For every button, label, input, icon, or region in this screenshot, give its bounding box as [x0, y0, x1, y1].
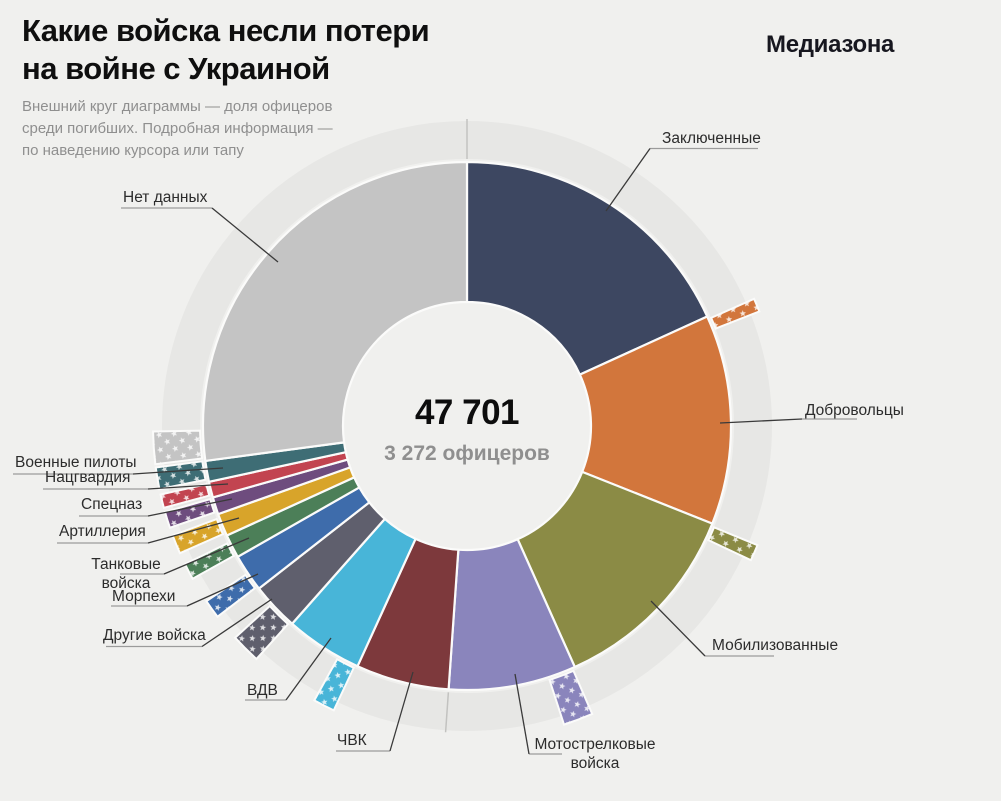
- label-text: Спецназ: [81, 496, 143, 513]
- leader-line-pilots: [132, 467, 224, 475]
- label-text: Добровольцы: [805, 402, 904, 419]
- label-text: Заключенные: [662, 130, 761, 147]
- label-text: войска: [570, 754, 620, 772]
- label-dobrovoltsy: Добровольцы: [805, 402, 904, 421]
- subtitle-line3: по наведению курсора или тапу: [22, 142, 244, 159]
- label-specnaz: Спецназ: [81, 496, 142, 515]
- subtitle-line1: Внешний круг диаграммы — доля офицеров: [22, 98, 333, 115]
- label-chvk: ЧВК: [337, 732, 367, 751]
- officer-share-mark-drugie[interactable]: [233, 604, 290, 661]
- leader-line-nodata: [211, 207, 279, 263]
- label-pilots: Военные пилоты: [15, 454, 137, 473]
- donut-segments: [201, 160, 733, 692]
- label-text: ЧВК: [337, 732, 367, 749]
- label-drugie: Другие войска: [103, 627, 206, 646]
- label-text: войска: [101, 574, 151, 592]
- total-deaths-value: 47 701: [414, 393, 520, 432]
- label-text: ВДВ: [247, 682, 278, 699]
- label-text: Мобилизованные: [712, 637, 839, 654]
- segment-mobilizovannye[interactable]: [516, 470, 714, 669]
- leader-line-motostrelki: [514, 673, 530, 755]
- label-motostrelki: Мотострелковые войска: [534, 736, 656, 773]
- segment-dobrovoltsy[interactable]: [578, 315, 733, 525]
- officer-share-mark-nacgvardiya[interactable]: [159, 483, 211, 510]
- label-morpekhi: Морпехи: [112, 588, 175, 607]
- officer-share-mark-tankovye[interactable]: [183, 542, 236, 581]
- label-text: Артиллерия: [59, 523, 146, 540]
- leader-line-vdv: [285, 637, 332, 701]
- officer-share-mark-motostrelki[interactable]: [548, 669, 594, 726]
- officers-marks: [152, 297, 761, 726]
- page-title-line2: на войне с Украиной: [22, 51, 330, 86]
- leader-line-tankovye: [163, 537, 250, 575]
- segment-zakliuchennye[interactable]: [465, 160, 709, 376]
- label-zakliuchennye: Заключенные: [662, 130, 761, 149]
- officer-share-mark-mobilizovannye[interactable]: [707, 526, 759, 562]
- label-artilleriya: Артиллерия: [59, 523, 146, 542]
- page-title-line1: Какие войска несли потери: [22, 13, 430, 48]
- officer-share-mark-specnaz[interactable]: [163, 497, 216, 529]
- label-nodata: Нет данных: [123, 189, 207, 208]
- officer-share-mark-artilleriya[interactable]: [171, 517, 225, 555]
- page-title: Какие войска несли потери на войне с Укр…: [22, 12, 430, 88]
- leader-line-dobrovoltsy: [719, 418, 803, 424]
- leader-line-drugie: [201, 598, 273, 648]
- leader-line-zakliuchennye: [605, 148, 651, 212]
- ring-divider-chvk: [444, 692, 450, 733]
- leader-line-specnaz: [147, 498, 233, 517]
- label-text: Военные пилоты: [15, 454, 137, 471]
- officers-count-value: 3 272 офицеров: [384, 442, 550, 465]
- subtitle-line2: среди погибших. Подробная информация —: [22, 120, 333, 137]
- officer-share-mark-dobrovoltsy[interactable]: [709, 297, 761, 330]
- officer-share-mark-nodata[interactable]: [152, 429, 204, 466]
- label-nacgvardiya: Нацгвардия: [45, 469, 130, 488]
- label-mobilizovannye: Мобилизованные: [712, 637, 838, 656]
- leader-line-artilleriya: [147, 517, 240, 544]
- label-tankovye: Танковые войска: [88, 556, 164, 593]
- leader-line-nacgvardiya: [147, 483, 229, 490]
- ring-dividers: [444, 119, 468, 733]
- leader-line-mobilizovannye: [650, 600, 706, 657]
- label-text: Нет данных: [123, 189, 208, 206]
- callout-leader-lines: [13, 147, 857, 755]
- officer-share-mark-vdv[interactable]: [312, 657, 356, 712]
- mediazona-logo: Медиазона: [766, 31, 895, 58]
- chart-subtitle: Внешний круг диаграммы — доля офицеров с…: [22, 96, 333, 162]
- leader-line-morpekhi: [186, 573, 259, 607]
- label-text: Другие войска: [103, 627, 206, 644]
- leader-line-chvk: [389, 671, 414, 752]
- officer-share-mark-pilots[interactable]: [154, 460, 207, 491]
- label-text: Нацгвардия: [45, 469, 131, 486]
- label-text: Танковые: [91, 556, 161, 573]
- label-text: Морпехи: [112, 588, 176, 605]
- label-vdv: ВДВ: [247, 682, 278, 701]
- segment-nodata[interactable]: [201, 160, 469, 463]
- officer-share-mark-morpekhi[interactable]: [204, 573, 257, 619]
- label-text: Мотострелковые: [534, 736, 656, 753]
